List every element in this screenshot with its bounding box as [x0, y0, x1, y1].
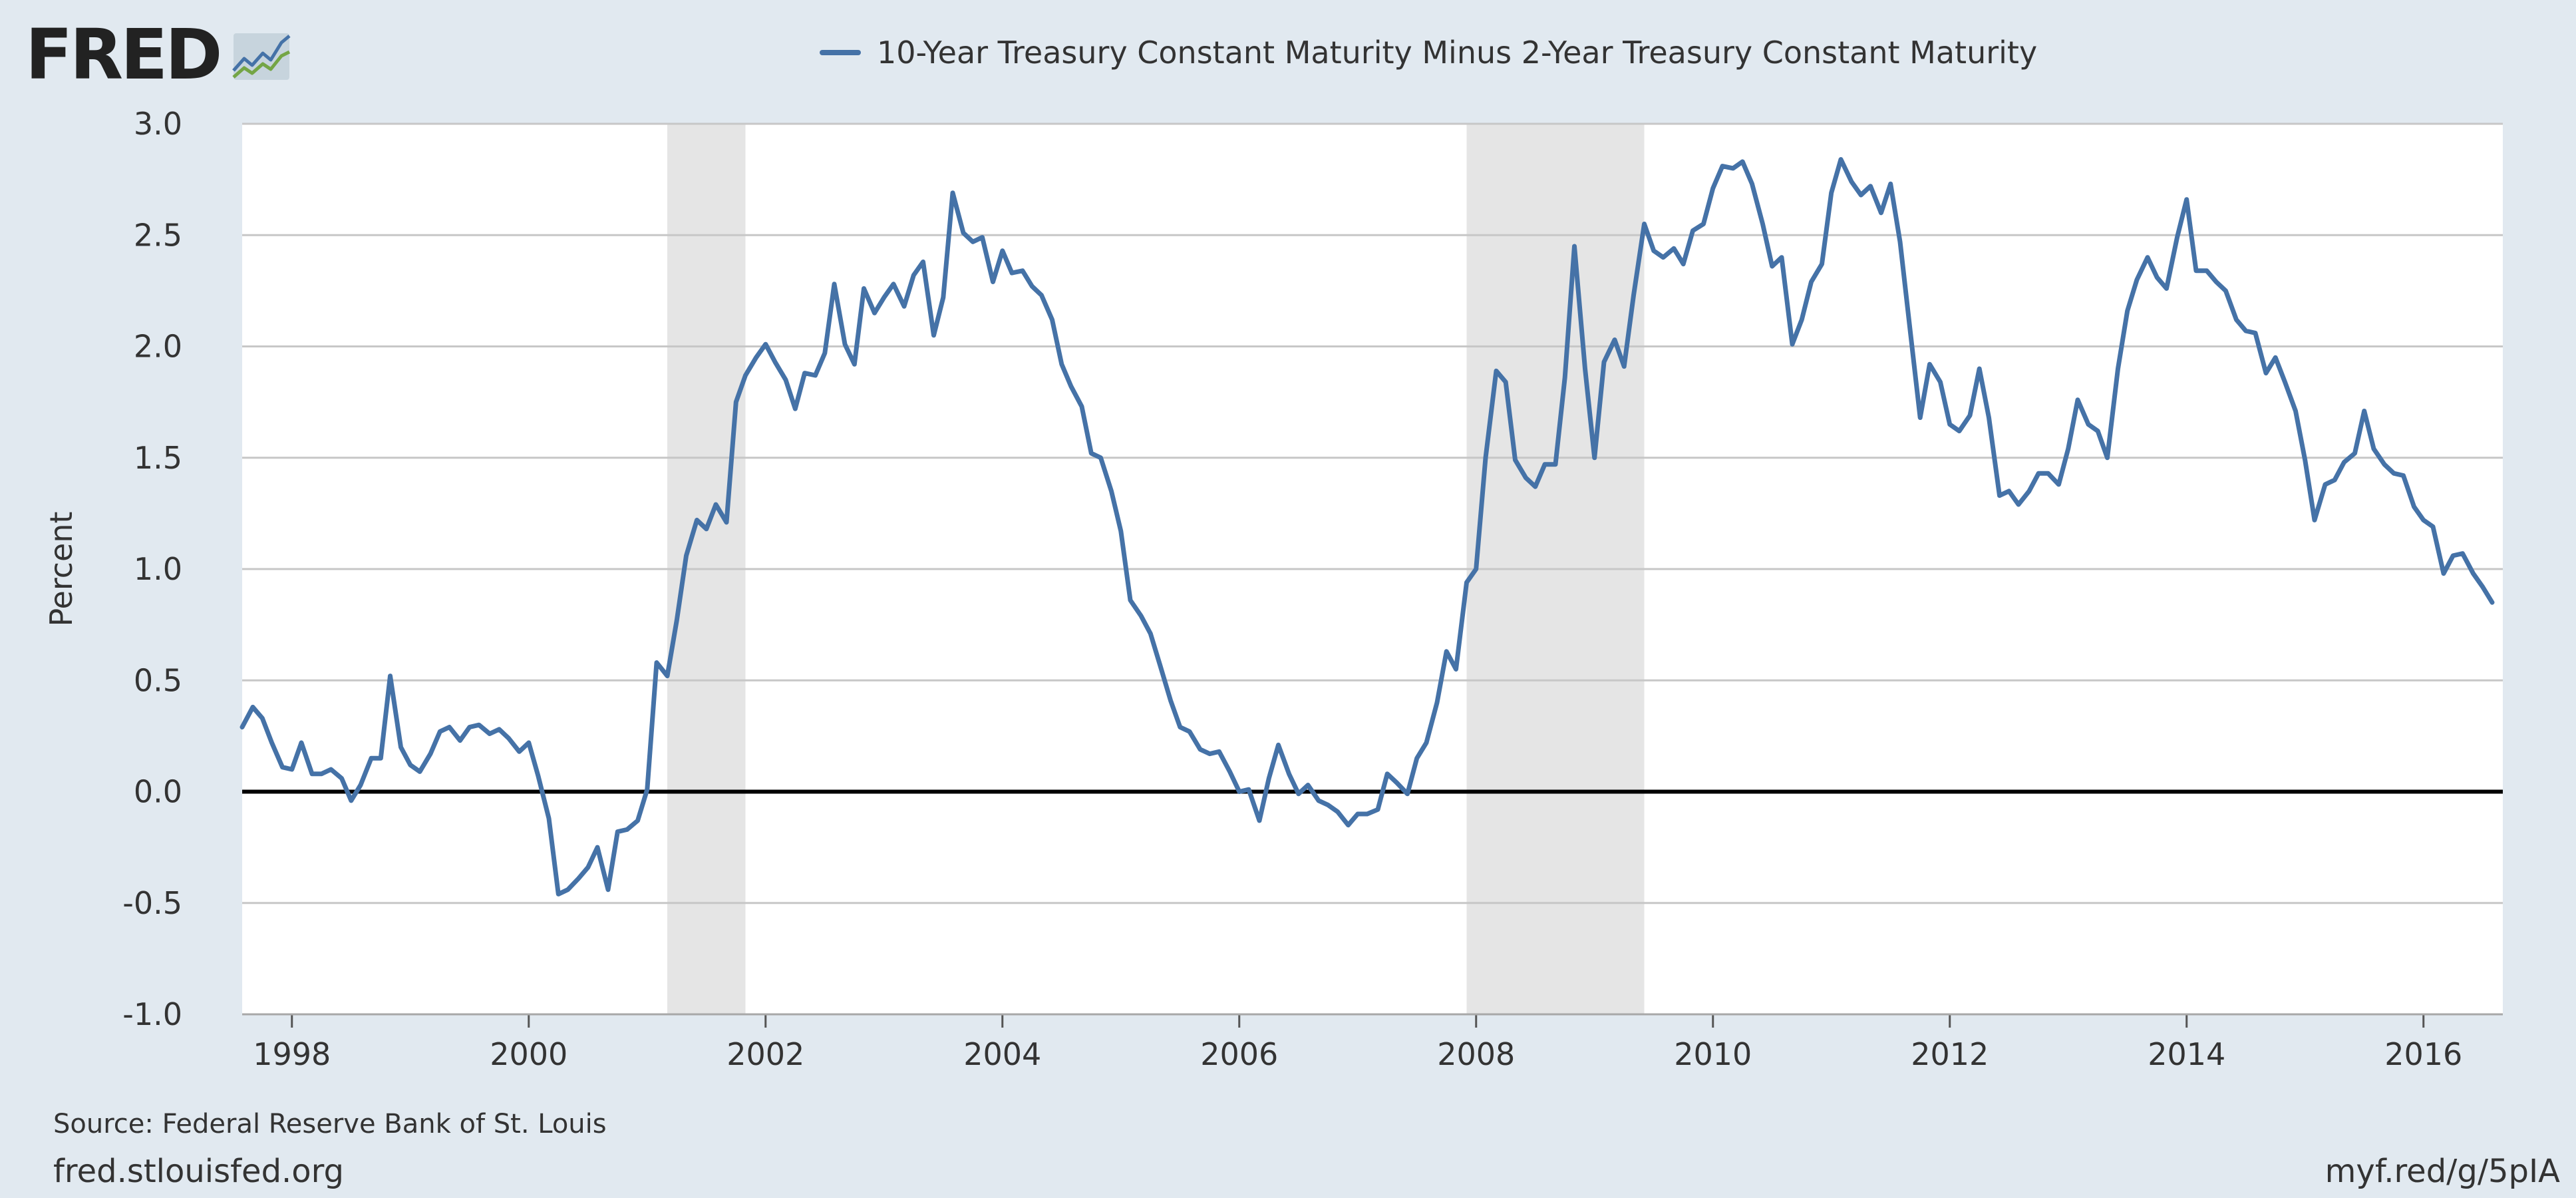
y-tick-label: 0.5 [134, 662, 182, 698]
x-tick-label: 2010 [1674, 1036, 1752, 1072]
x-tick-label: 2006 [1200, 1036, 1278, 1072]
y-tick-label: 1.5 [134, 440, 182, 476]
y-tick-label: -0.5 [122, 885, 182, 921]
x-tick-label: 1998 [253, 1036, 331, 1072]
y-tick-label: 3.0 [134, 106, 182, 142]
y-axis-ticks: -1.0 -0.5 0.0 0.5 1.0 1.5 2.0 2.5 3.0 [122, 106, 182, 1032]
legend[interactable]: 10-Year Treasury Constant Maturity Minus… [820, 35, 2037, 71]
y-tick-label: 0.0 [134, 774, 182, 810]
line-chart-icon [232, 33, 291, 80]
x-tick-label: 2000 [490, 1036, 567, 1072]
x-tick-label: 2002 [726, 1036, 804, 1072]
short-link[interactable]: myf.red/g/5pIA [2325, 1153, 2560, 1190]
fred-logo-text: FRED [25, 14, 222, 95]
y-axis-label: Percent [43, 511, 79, 627]
fred-logo[interactable]: FRED [25, 20, 293, 89]
x-tick-label: 2004 [963, 1036, 1041, 1072]
legend-swatch [820, 50, 861, 55]
x-tick-label: 2014 [2148, 1036, 2225, 1072]
site-link[interactable]: fred.stlouisfed.org [53, 1153, 345, 1190]
legend-series-label: 10-Year Treasury Constant Maturity Minus… [877, 35, 2038, 71]
x-axis-ticks: 1998 2000 2002 2004 2006 2008 2010 2012 2014 2016 [253, 1014, 2462, 1072]
y-tick-label: 1.0 [134, 551, 182, 587]
source-note: Source: Federal Reserve Bank of St. Loui… [53, 1109, 607, 1139]
series-line[interactable] [240, 157, 2495, 897]
y-tick-label: 2.0 [134, 329, 182, 365]
x-tick-label: 2008 [1437, 1036, 1515, 1072]
y-tick-label: 2.5 [134, 217, 182, 253]
x-tick-label: 2012 [1911, 1036, 1989, 1072]
y-tick-label: -1.0 [122, 996, 182, 1032]
gridlines [242, 122, 2503, 1016]
x-tick-label: 2016 [2384, 1036, 2462, 1072]
